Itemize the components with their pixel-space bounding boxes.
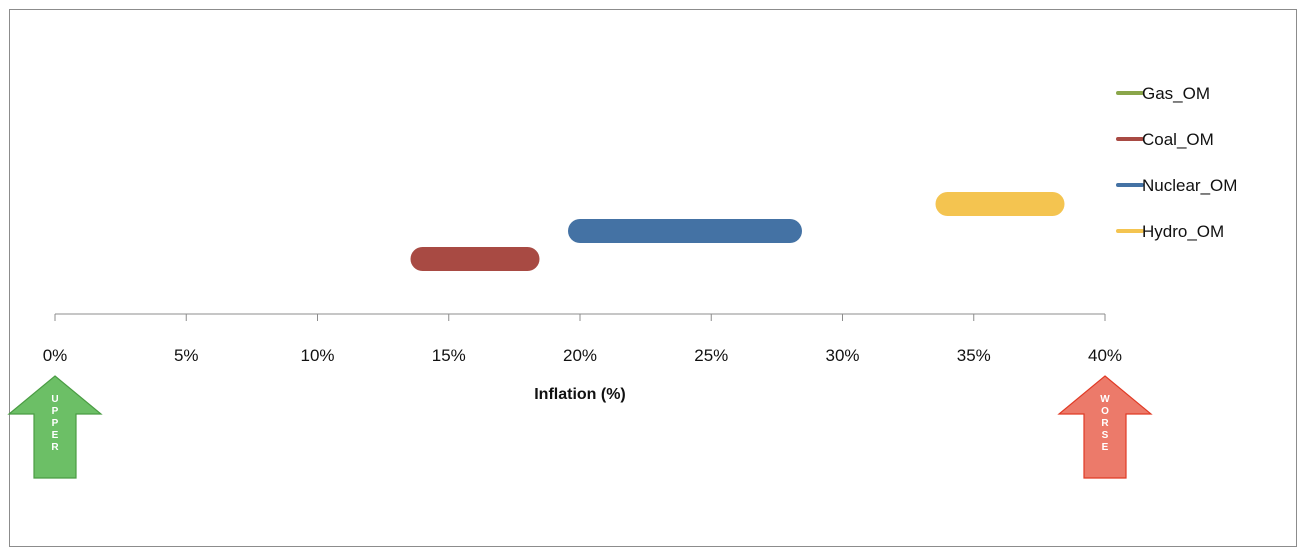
x-tick-label: 5%	[174, 346, 199, 365]
legend-label: Gas_OM	[1142, 84, 1210, 103]
legend-label: Hydro_OM	[1142, 222, 1224, 241]
x-tick-label: 20%	[563, 346, 597, 365]
arrow-letter: E	[1102, 442, 1109, 453]
arrow-letter: U	[51, 394, 58, 405]
x-tick-label: 35%	[957, 346, 991, 365]
range-bars	[410, 192, 1065, 271]
arrow-letter: P	[52, 418, 59, 429]
arrow-letter: E	[52, 430, 59, 441]
x-tick-label: 30%	[825, 346, 859, 365]
arrow-letter: S	[1102, 430, 1109, 441]
arrow-letter: O	[1101, 406, 1109, 417]
arrow-letter: P	[52, 406, 59, 417]
x-tick-label: 15%	[432, 346, 466, 365]
x-axis-title: Inflation (%)	[534, 386, 626, 403]
arrow-letter: R	[51, 442, 59, 453]
up-arrow-icon	[7, 375, 103, 479]
x-axis: 0% 5% 10% 15% 20% 25% 30% 35% 40%	[43, 313, 1122, 365]
x-axis-tick-labels: 0% 5% 10% 15% 20% 25% 30% 35% 40%	[43, 346, 1122, 365]
arrow-letter: W	[1100, 394, 1110, 405]
chart-frame	[9, 9, 1297, 547]
x-axis-ticks	[54, 314, 1106, 321]
legend-label: Nuclear_OM	[1142, 176, 1237, 195]
x-tick-label: 10%	[300, 346, 334, 365]
up-arrow-icon	[1057, 375, 1153, 479]
arrow-letter: R	[1101, 418, 1109, 429]
legend-label: Coal_OM	[1142, 130, 1214, 149]
legend: Gas_OM Coal_OM Nuclear_OM Hydro_OM	[1116, 84, 1237, 241]
x-tick-label: 0%	[43, 346, 68, 365]
x-tick-label: 40%	[1088, 346, 1122, 365]
x-tick-label: 25%	[694, 346, 728, 365]
